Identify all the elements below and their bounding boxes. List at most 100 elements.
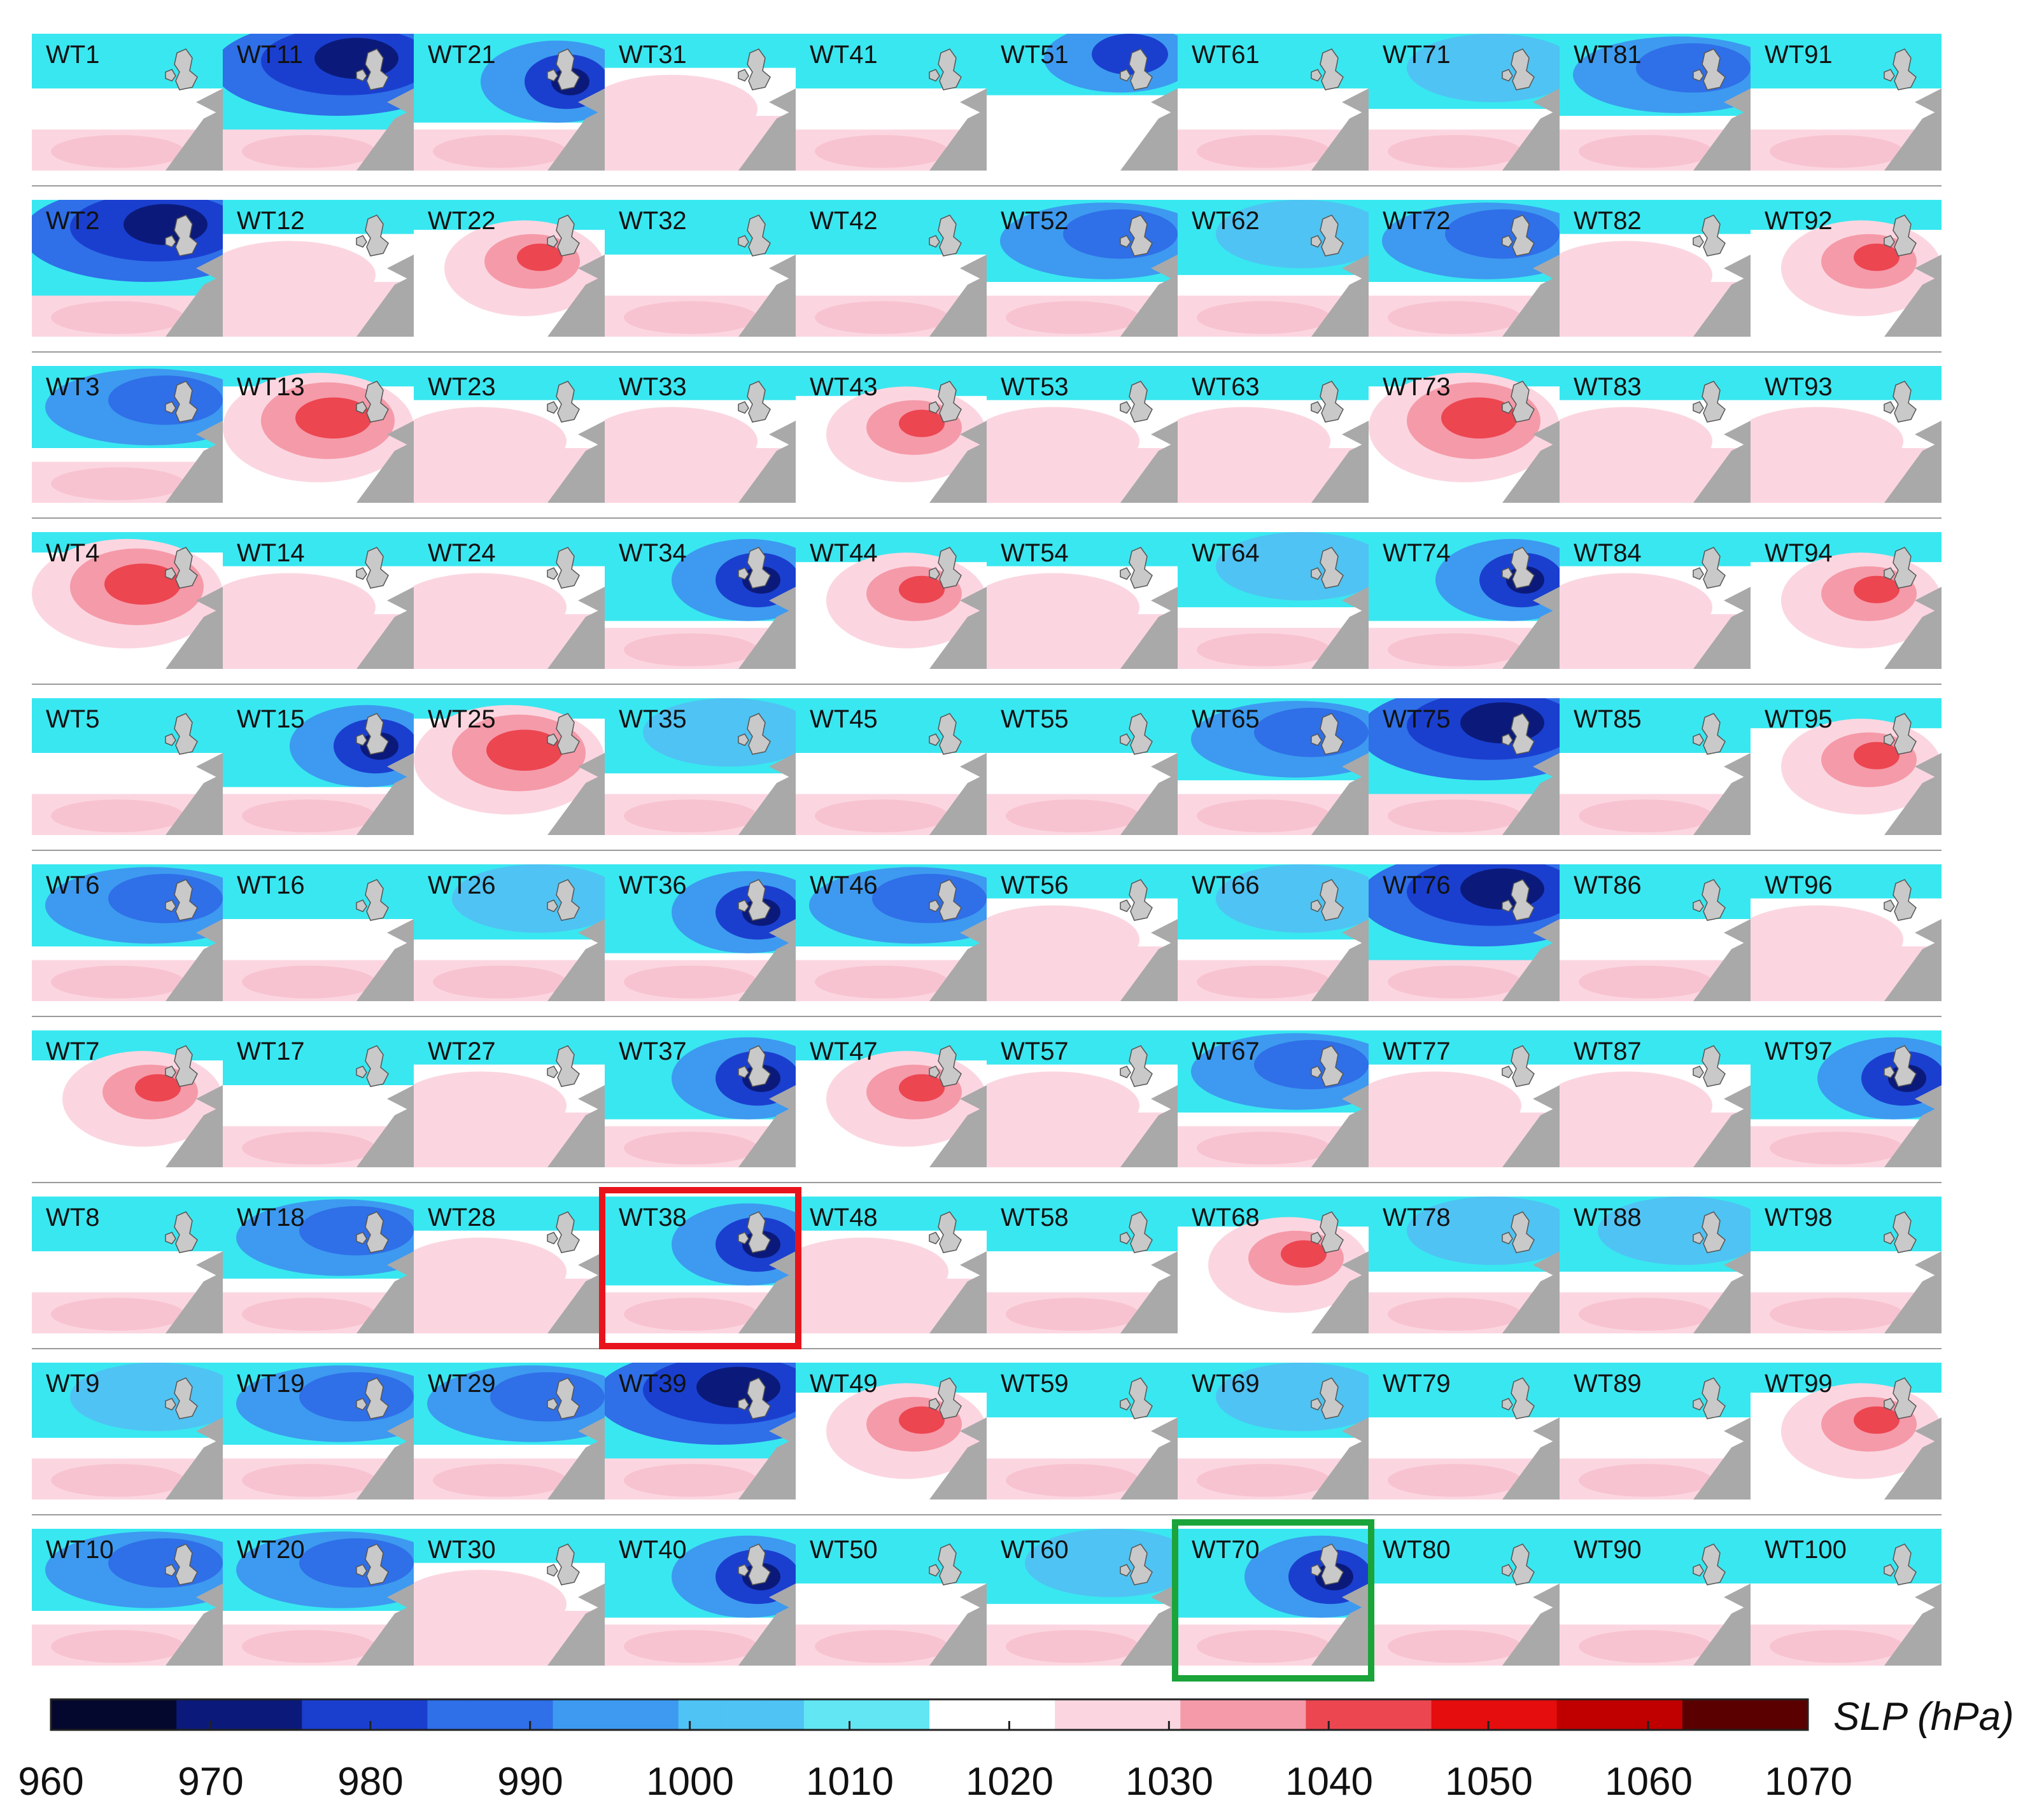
panel-label: WT22 <box>428 207 496 235</box>
panel-wt66: WT66 <box>1178 864 1369 1001</box>
panel-label: WT74 <box>1383 539 1451 567</box>
panel-wt100: WT100 <box>1751 1529 1942 1666</box>
slp-field <box>1369 864 1560 1001</box>
panel-label: WT84 <box>1574 539 1642 567</box>
panel-wt76: WT76 <box>1369 864 1560 1001</box>
slp-field <box>1751 1197 1942 1333</box>
colorbar-segment <box>134 1699 177 1730</box>
colorbar-unit-label: SLP (hPa) <box>1833 1695 2014 1739</box>
panel-label: WT25 <box>428 705 496 733</box>
panel-wt64: WT64 <box>1178 532 1369 669</box>
slp-field <box>1560 532 1751 669</box>
panel-label: WT78 <box>1383 1204 1451 1232</box>
slp-field <box>1178 698 1369 835</box>
slp-field <box>987 366 1178 503</box>
panel-label: WT52 <box>1001 207 1069 235</box>
colorbar-segment <box>1766 1699 1808 1730</box>
colorbar-segment <box>469 1699 512 1730</box>
panel-wt26: WT26 <box>414 864 605 1001</box>
panel-wt24: WT24 <box>414 532 605 669</box>
slp-field <box>1369 698 1560 835</box>
panel-wt50: WT50 <box>796 1529 987 1666</box>
panel-wt75: WT75 <box>1369 698 1560 835</box>
slp-field <box>987 532 1178 669</box>
slp-field <box>1560 1529 1751 1666</box>
slp-field <box>32 1030 223 1167</box>
slp-field <box>796 532 987 669</box>
slp-field <box>605 864 796 1001</box>
panel-label: WT90 <box>1574 1536 1642 1564</box>
slp-field <box>1369 1529 1560 1666</box>
panel-label: WT28 <box>428 1204 496 1232</box>
panel-wt90: WT90 <box>1560 1529 1751 1666</box>
panel-label: WT15 <box>237 705 305 733</box>
colorbar-segment <box>720 1699 763 1730</box>
slp-field <box>1751 1030 1942 1167</box>
colorbar-segment <box>385 1699 428 1730</box>
colorbar-segment <box>929 1699 972 1730</box>
panel-label: WT38 <box>619 1204 687 1232</box>
slp-field <box>1369 1030 1560 1167</box>
slp-field <box>223 1197 414 1333</box>
panel-label: WT10 <box>46 1536 114 1564</box>
slp-field <box>1560 34 1751 171</box>
slp-field <box>1178 1363 1369 1499</box>
slp-field <box>1178 366 1369 503</box>
panel-wt43: WT43 <box>796 366 987 503</box>
panel-label: WT17 <box>237 1037 305 1065</box>
panel-label: WT1 <box>46 41 99 69</box>
panel-label: WT81 <box>1574 41 1642 69</box>
panel-label: WT37 <box>619 1037 687 1065</box>
panel-wt21: WT21 <box>414 34 605 171</box>
slp-field <box>796 200 987 337</box>
slp-field <box>605 532 796 669</box>
slp-field <box>1560 864 1751 1001</box>
panel-label: WT14 <box>237 539 305 567</box>
slp-field <box>987 34 1178 171</box>
slp-field <box>605 1363 796 1499</box>
panel-wt42: WT42 <box>796 200 987 337</box>
slp-field <box>796 1529 987 1666</box>
panel-wt32: WT32 <box>605 200 796 337</box>
panel-wt80: WT80 <box>1369 1529 1560 1666</box>
slp-field <box>414 532 605 669</box>
slp-field <box>1751 864 1942 1001</box>
panel-label: WT69 <box>1192 1370 1260 1398</box>
panel-label: WT48 <box>810 1204 878 1232</box>
panel-wt91: WT91 <box>1751 34 1942 171</box>
colorbar-segment <box>1682 1699 1725 1730</box>
panel-label: WT86 <box>1574 871 1642 899</box>
panel-wt62: WT62 <box>1178 200 1369 337</box>
slp-field <box>32 1197 223 1333</box>
panel-label: WT39 <box>619 1370 687 1398</box>
panel-label: WT11 <box>237 41 303 69</box>
panel-label: WT42 <box>810 207 878 235</box>
colorbar-segment <box>1556 1699 1600 1730</box>
colorbar-segment <box>1222 1699 1265 1730</box>
panel-wt93: WT93 <box>1751 366 1942 503</box>
panel-wt82: WT82 <box>1560 200 1751 337</box>
panel-label: WT6 <box>46 871 99 899</box>
slp-field <box>987 200 1178 337</box>
panel-label: WT94 <box>1765 539 1833 567</box>
slp-field <box>32 1529 223 1666</box>
panel-label: WT27 <box>428 1037 496 1065</box>
panel-wt63: WT63 <box>1178 366 1369 503</box>
panel-wt79: WT79 <box>1369 1363 1560 1499</box>
colorbar-frame <box>50 1698 1809 1731</box>
colorbar-segment <box>511 1699 554 1730</box>
panel-wt59: WT59 <box>987 1363 1178 1499</box>
panel-label: WT34 <box>619 539 687 567</box>
colorbar-ticks: 960 970 980 990 1000 1010 1020 1030 1040 1050 1060… <box>18 1721 1852 1804</box>
panel-wt88: WT88 <box>1560 1197 1751 1333</box>
panel-label: WT62 <box>1192 207 1260 235</box>
panel-wt69: WT69 <box>1178 1363 1369 1499</box>
colorbar-segment <box>553 1699 596 1730</box>
panel-label: WT67 <box>1192 1037 1260 1065</box>
colorbar-tick-label: 1070 <box>1765 1760 1852 1804</box>
panel-label: WT79 <box>1383 1370 1451 1398</box>
slp-field <box>1751 200 1942 337</box>
colorbar-tick-label: 970 <box>178 1760 243 1804</box>
panel-wt68: WT68 <box>1178 1197 1369 1333</box>
slp-field <box>32 366 223 503</box>
